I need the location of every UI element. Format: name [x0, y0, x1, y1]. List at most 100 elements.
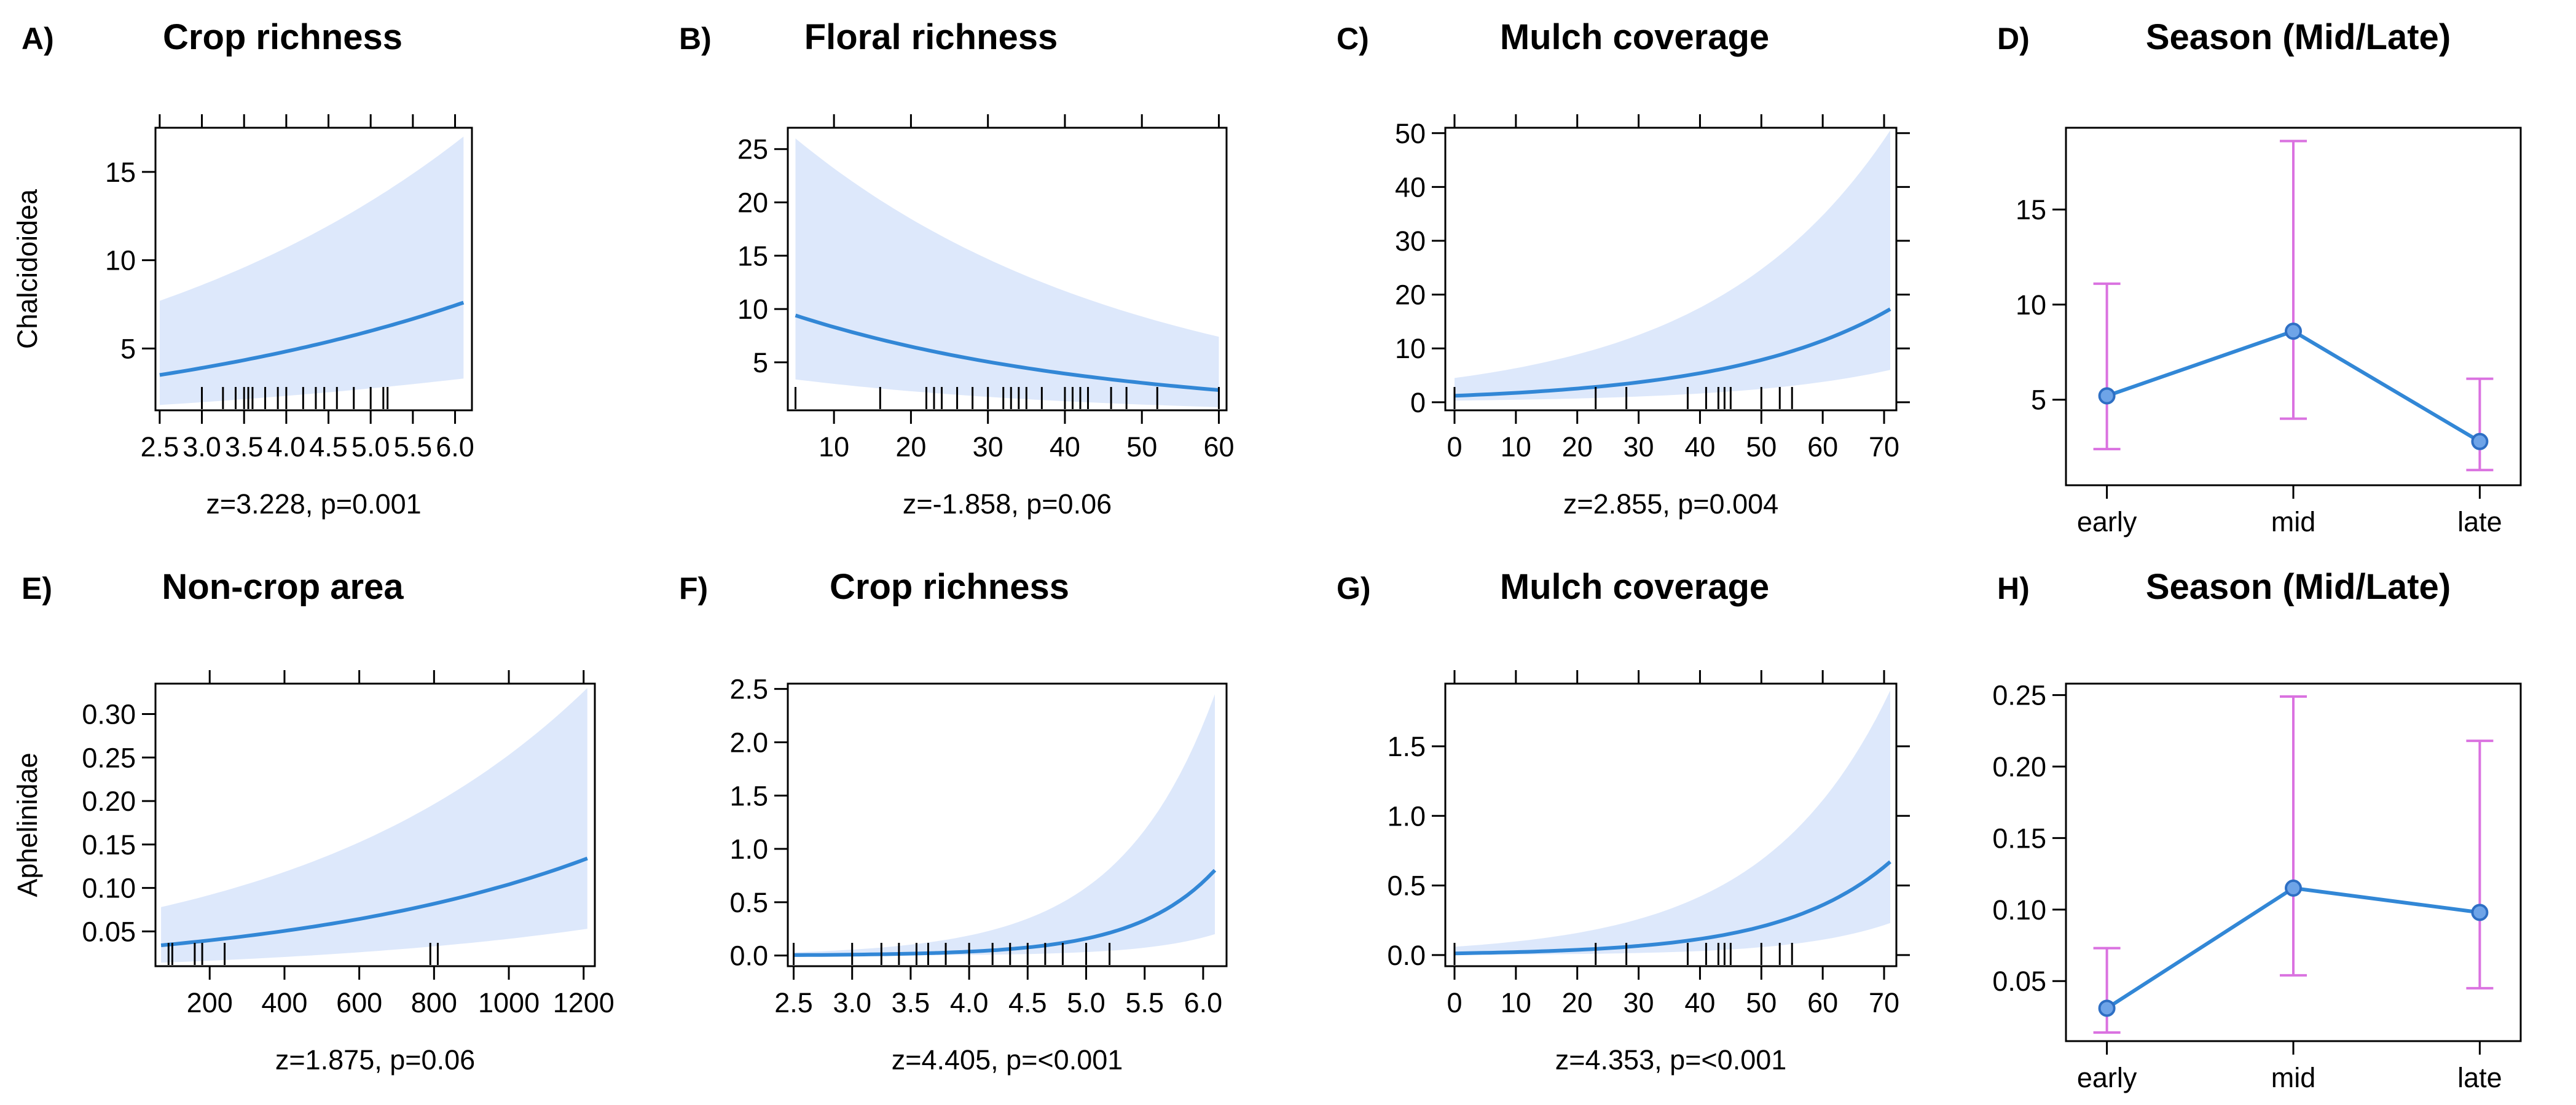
panel-letter: G)	[1337, 571, 1371, 606]
y-tick-label: 2.5	[729, 674, 768, 705]
y-tick-label: 25	[737, 134, 768, 165]
panel-c: C) Mulch coverage 0 10 20 30 40 50 60 70 z=2.855, …	[1337, 17, 1910, 520]
panel-letter: A)	[22, 21, 54, 56]
x-tick-label: 70	[1869, 431, 1899, 463]
y-tick-label: 20	[1395, 279, 1426, 311]
stat-caption: z=4.353, p=<0.001	[1555, 1044, 1787, 1076]
confidence-band	[1455, 130, 1890, 401]
x-tick-label: 20	[1562, 431, 1593, 463]
fitted-line	[795, 313, 1219, 392]
y-axis-title: Aphelinidae	[12, 752, 43, 897]
x-tick-label: 0	[1447, 987, 1462, 1018]
y-tick-label: 20	[737, 187, 768, 219]
x-tick-label: 2.5	[141, 431, 179, 463]
confidence-band	[161, 688, 587, 963]
y-tick-label: 0.0	[729, 940, 768, 972]
plot-frame	[1444, 127, 1898, 412]
plot-frame	[787, 127, 1228, 412]
x-tick-label: 5.5	[394, 431, 433, 463]
fitted-line	[160, 856, 588, 947]
plot-frame	[1444, 682, 1898, 967]
x-category-label: mid	[2271, 506, 2316, 537]
x-tick-label: 10	[819, 431, 849, 463]
x-tick-label: 3.5	[892, 987, 930, 1018]
panel-title: Crop richness	[163, 17, 402, 57]
y-axis-title: Chalcidoidea	[12, 189, 43, 349]
panel-title: Non-crop area	[162, 567, 404, 607]
y-tick-label: 1.0	[1387, 800, 1426, 832]
x-tick-label: 5.5	[1125, 987, 1164, 1018]
confidence-band	[793, 694, 1215, 956]
y-tick-label: 50	[1395, 118, 1426, 149]
x-category-label: late	[2457, 1062, 2502, 1093]
x-tick-label: 10	[1501, 431, 1531, 463]
y-tick-label: 0.15	[1992, 822, 2046, 854]
y-tick-label: 2.0	[729, 727, 768, 758]
x-tick-label: 70	[1869, 987, 1899, 1018]
y-tick-label: 15	[2016, 194, 2046, 225]
x-tick-label: 30	[1624, 431, 1654, 463]
panel-b: B) Floral richness 10 20 30 40 50 60 z=-1.858, p…	[679, 17, 1235, 520]
panel-title: Mulch coverage	[1500, 567, 1769, 607]
y-tick-label: 5	[753, 347, 768, 378]
x-tick-label: 10	[1501, 987, 1531, 1018]
y-tick-label: 0.20	[82, 786, 136, 817]
y-tick-label: 10	[105, 245, 136, 276]
panel-title: Season (Mid/Late)	[2146, 567, 2451, 607]
plot-frame	[2065, 127, 2522, 486]
x-tick-label: 1000	[478, 987, 540, 1018]
y-tick-label: 10	[737, 294, 768, 325]
y-tick-label: 0.30	[82, 699, 136, 730]
fitted-line	[1454, 860, 1891, 956]
y-tick-label: 0.25	[82, 742, 136, 773]
x-tick-label: 0	[1447, 431, 1462, 463]
y-tick-label: 0.15	[82, 829, 136, 861]
data-point	[2098, 999, 2116, 1017]
x-tick-label: 5.0	[351, 431, 390, 463]
confidence-band	[795, 138, 1219, 407]
x-tick-label: 6.0	[1184, 987, 1223, 1018]
panel-title: Floral richness	[804, 17, 1058, 57]
y-tick-label: 15	[737, 240, 768, 271]
panel-letter: D)	[1997, 21, 2030, 56]
panel-d: D) Season (Mid/Late) early mid late 5 10 15	[1997, 17, 2522, 537]
x-tick-label: 60	[1203, 431, 1234, 463]
panel-letter: F)	[679, 571, 708, 606]
x-category-label: late	[2457, 506, 2502, 537]
x-tick-label: 50	[1746, 431, 1777, 463]
x-tick-label: 50	[1746, 987, 1777, 1018]
fitted-line	[793, 869, 1217, 957]
plot-frame	[154, 127, 473, 412]
confidence-band	[1455, 690, 1890, 955]
x-tick-label: 20	[1562, 987, 1593, 1018]
x-tick-label: 4.5	[309, 431, 348, 463]
x-tick-label: 40	[1050, 431, 1080, 463]
confidence-band	[159, 136, 464, 405]
x-category-label: early	[2077, 506, 2137, 537]
y-tick-label: 0.25	[1992, 680, 2046, 711]
x-tick-label: 60	[1807, 987, 1838, 1018]
y-tick-label: 0.05	[1992, 966, 2046, 997]
stat-caption: z=3.228, p=0.001	[206, 488, 421, 520]
fitted-line	[159, 300, 465, 377]
y-tick-label: 10	[1395, 333, 1426, 364]
panel-h: H) Season (Mid/Late) early mid late 0.05 0.10 0…	[1992, 567, 2522, 1093]
x-tick-label: 800	[411, 987, 457, 1018]
x-tick-label: 4.5	[1008, 987, 1047, 1018]
x-tick-label: 40	[1684, 987, 1715, 1018]
y-tick-label: 5	[120, 333, 136, 364]
panel-letter: B)	[679, 21, 712, 56]
y-tick-label: 0.5	[729, 887, 768, 918]
panel-title: Season (Mid/Late)	[2146, 17, 2451, 57]
y-tick-label: 0.10	[1992, 894, 2046, 926]
x-tick-label: 50	[1126, 431, 1157, 463]
panel-g: G) Mulch coverage 0 10 20 30 40 50 60 70 z=4.353, …	[1337, 567, 1910, 1076]
x-tick-label: 3.5	[225, 431, 264, 463]
panel-a: A) Crop richness 2.5 3.0 3.5 4.0 4.5 5.0 5.5 6.0 z…	[12, 17, 474, 520]
x-tick-label: 4.0	[267, 431, 306, 463]
stat-caption: z=1.875, p=0.06	[275, 1044, 475, 1076]
panel-letter: E)	[22, 571, 52, 606]
plot-frame	[2065, 682, 2522, 1042]
x-tick-label: 60	[1807, 431, 1838, 463]
x-tick-label: 30	[1624, 987, 1654, 1018]
